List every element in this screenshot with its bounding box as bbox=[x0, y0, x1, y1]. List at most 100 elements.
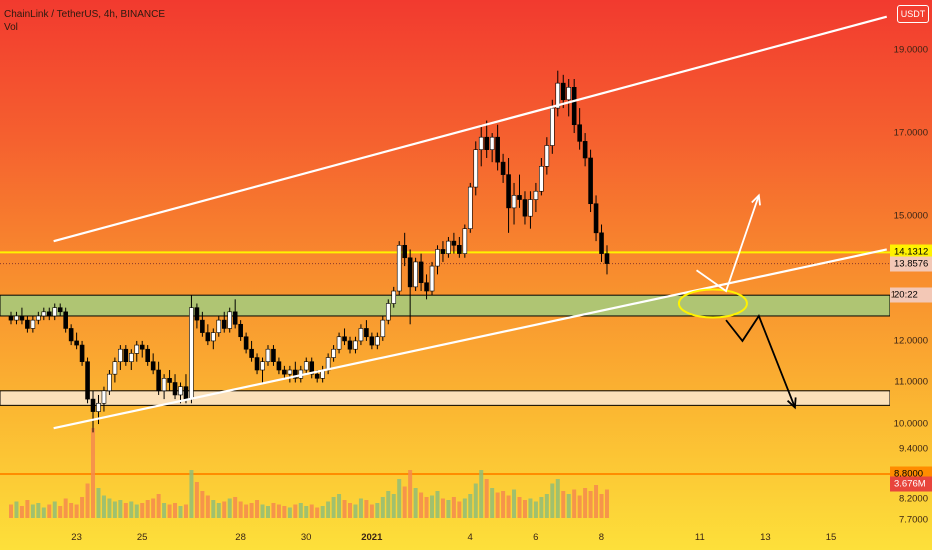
volume-bar bbox=[386, 491, 391, 518]
candle bbox=[276, 357, 282, 375]
volume-bar bbox=[162, 503, 167, 518]
volume-bar bbox=[298, 503, 303, 518]
candle bbox=[599, 224, 604, 262]
volume-bar bbox=[495, 492, 500, 518]
trendline-0[interactable] bbox=[53, 15, 888, 243]
volume-bar bbox=[134, 504, 139, 518]
zone-box-0[interactable] bbox=[0, 294, 890, 317]
volume-bar bbox=[369, 504, 374, 518]
candle bbox=[189, 295, 194, 404]
volume-bar bbox=[326, 501, 331, 518]
volume-bar bbox=[91, 428, 96, 518]
volume-bar bbox=[101, 495, 106, 518]
volume-bar bbox=[539, 497, 544, 518]
volume-bar bbox=[555, 479, 560, 518]
price-label: 3.676M bbox=[890, 476, 932, 492]
time-tick: 13 bbox=[760, 532, 771, 543]
candle bbox=[467, 182, 473, 233]
candle bbox=[57, 303, 63, 316]
volume-bar bbox=[52, 501, 57, 518]
volume-bar bbox=[457, 501, 462, 518]
candle bbox=[500, 153, 506, 183]
candle bbox=[8, 311, 14, 325]
arrowhead-0 bbox=[751, 193, 761, 206]
candle bbox=[150, 353, 156, 375]
price-tick: 11.0000 bbox=[894, 376, 928, 388]
candle bbox=[385, 299, 391, 325]
volume-bar bbox=[435, 491, 440, 518]
symbol-title: ChainLink / TetherUS, 4h, BINANCE bbox=[4, 9, 166, 20]
candle bbox=[380, 315, 386, 341]
candle bbox=[63, 307, 68, 333]
candle bbox=[221, 311, 227, 333]
volume-bar bbox=[479, 470, 484, 518]
projection-path-0[interactable] bbox=[696, 195, 760, 293]
time-tick: 25 bbox=[136, 532, 148, 543]
candle bbox=[134, 340, 140, 362]
candle bbox=[249, 340, 254, 362]
trendline-1[interactable] bbox=[53, 248, 887, 430]
volume-bar bbox=[287, 507, 292, 518]
candle bbox=[205, 324, 211, 346]
volume-bar bbox=[304, 506, 309, 518]
volume-bar bbox=[30, 504, 35, 518]
currency-button[interactable]: USDT bbox=[897, 5, 929, 23]
volume-bar bbox=[408, 470, 413, 518]
candle bbox=[571, 78, 577, 134]
time-axis[interactable]: 23 25 28 30 2021 4 6 8 11 13 15 bbox=[0, 528, 890, 550]
candle bbox=[533, 182, 539, 213]
candle bbox=[391, 286, 397, 308]
volume-bar bbox=[205, 495, 210, 518]
candle bbox=[227, 307, 233, 333]
candle bbox=[446, 236, 451, 258]
arrowhead-1 bbox=[786, 397, 797, 410]
candle bbox=[85, 357, 90, 404]
candle bbox=[238, 320, 243, 341]
volume-bar bbox=[309, 504, 314, 518]
volume-bar bbox=[594, 485, 599, 518]
candle bbox=[588, 149, 593, 213]
volume-bar bbox=[375, 503, 380, 518]
candle bbox=[369, 332, 375, 350]
candle bbox=[178, 382, 183, 404]
candle bbox=[424, 274, 429, 300]
candle bbox=[161, 374, 167, 400]
candle bbox=[243, 332, 249, 354]
candle bbox=[107, 370, 112, 395]
candle bbox=[211, 328, 216, 350]
volume-bar bbox=[63, 498, 68, 518]
volume-bar bbox=[271, 503, 276, 518]
time-tick: 30 bbox=[300, 532, 312, 543]
volume-bar bbox=[167, 504, 172, 518]
volume-bar bbox=[468, 494, 473, 518]
volume-bar bbox=[58, 506, 63, 518]
zone-box-1[interactable] bbox=[0, 390, 890, 406]
volume-bar bbox=[276, 504, 281, 518]
volume-bar bbox=[550, 483, 555, 518]
projection-path-1[interactable] bbox=[725, 314, 796, 408]
candle bbox=[489, 133, 495, 163]
price-label: 14.1312 bbox=[890, 244, 932, 260]
candle bbox=[522, 191, 528, 225]
candle bbox=[41, 307, 47, 321]
volume-bar bbox=[129, 501, 134, 518]
volume-bar bbox=[533, 501, 538, 518]
candle bbox=[118, 345, 123, 371]
candle bbox=[74, 332, 79, 350]
volume-bar bbox=[69, 503, 74, 518]
candle bbox=[478, 124, 484, 167]
volume-bar bbox=[599, 494, 604, 518]
candle bbox=[484, 120, 489, 158]
price-axis[interactable]: 19.0000 17.0000 15.0000 12.0000 11.0000 10.00… bbox=[890, 0, 932, 528]
volume-bar bbox=[9, 504, 13, 518]
volume-bar bbox=[255, 500, 260, 518]
volume-bar bbox=[358, 498, 363, 518]
volume-bar bbox=[194, 482, 199, 518]
volume-bar bbox=[380, 497, 385, 518]
time-tick: 8 bbox=[598, 532, 605, 543]
volume-bar bbox=[544, 494, 549, 518]
candle bbox=[506, 157, 511, 233]
price-chart-plot[interactable] bbox=[0, 0, 890, 528]
highlight-ellipse[interactable] bbox=[677, 288, 748, 319]
